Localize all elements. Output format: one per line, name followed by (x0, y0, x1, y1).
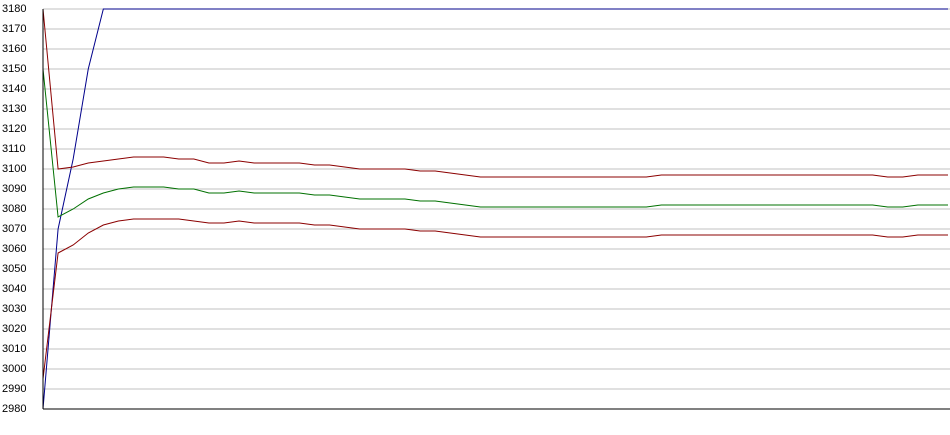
y-tick-label: 2980 (2, 403, 26, 415)
y-tick-label: 3120 (2, 123, 26, 135)
y-tick-label: 3060 (2, 243, 26, 255)
y-tick-label: 3170 (2, 23, 26, 35)
y-tick-label: 3040 (2, 283, 26, 295)
y-tick-label: 3070 (2, 223, 26, 235)
series-line (42, 8, 948, 178)
plot: 2980 2990 3000 3010 3020 3030 3040 3050 3060 3070… (2, 3, 950, 415)
y-tick-label: 3140 (2, 83, 26, 95)
y-tick-label: 3010 (2, 343, 26, 355)
y-tick-label: 3080 (2, 203, 26, 215)
y-tick-label: 3000 (2, 363, 26, 375)
y-tick-label: 3050 (2, 263, 26, 275)
y-tick-label: 3180 (2, 3, 26, 15)
y-tick-label: 3030 (2, 303, 26, 315)
y-tick-label: 3100 (2, 163, 26, 175)
series-line (42, 68, 948, 218)
y-tick-label: 2990 (2, 383, 26, 395)
y-tick-label: 3130 (2, 103, 26, 115)
y-tick-label: 3150 (2, 63, 26, 75)
series-line (42, 8, 948, 410)
series-line (42, 218, 948, 380)
y-tick-label: 3090 (2, 183, 26, 195)
y-tick-label: 3160 (2, 43, 26, 55)
y-tick-label: 3020 (2, 323, 26, 335)
y-tick-label: 3110 (2, 143, 26, 155)
